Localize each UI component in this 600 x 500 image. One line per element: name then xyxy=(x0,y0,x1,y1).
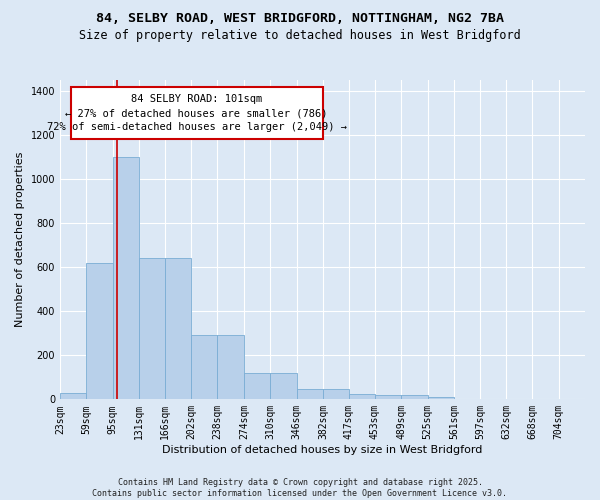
FancyBboxPatch shape xyxy=(71,86,323,140)
Bar xyxy=(323,389,349,400)
Text: Contains HM Land Registry data © Crown copyright and database right 2025.
Contai: Contains HM Land Registry data © Crown c… xyxy=(92,478,508,498)
Bar xyxy=(401,396,428,400)
Bar xyxy=(139,258,165,400)
Bar xyxy=(296,389,323,400)
Bar xyxy=(86,263,113,400)
Bar xyxy=(244,373,270,400)
Bar xyxy=(165,258,191,400)
Text: 84 SELBY ROAD: 101sqm
← 27% of detached houses are smaller (786)
72% of semi-det: 84 SELBY ROAD: 101sqm ← 27% of detached … xyxy=(47,94,347,132)
Bar xyxy=(113,157,139,400)
Text: Size of property relative to detached houses in West Bridgford: Size of property relative to detached ho… xyxy=(79,29,521,42)
X-axis label: Distribution of detached houses by size in West Bridgford: Distribution of detached houses by size … xyxy=(163,445,483,455)
Text: 84, SELBY ROAD, WEST BRIDGFORD, NOTTINGHAM, NG2 7BA: 84, SELBY ROAD, WEST BRIDGFORD, NOTTINGH… xyxy=(96,12,504,26)
Y-axis label: Number of detached properties: Number of detached properties xyxy=(15,152,25,328)
Bar xyxy=(349,394,375,400)
Bar xyxy=(270,373,296,400)
Bar xyxy=(60,392,86,400)
Bar xyxy=(375,396,401,400)
Bar xyxy=(217,336,244,400)
Bar xyxy=(428,397,454,400)
Bar xyxy=(191,336,217,400)
